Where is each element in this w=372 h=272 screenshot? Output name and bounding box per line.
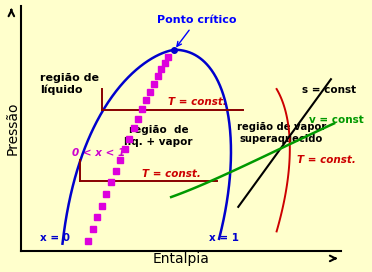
Text: T = const.: T = const. xyxy=(142,169,201,179)
Y-axis label: Pressão: Pressão xyxy=(6,101,20,155)
Text: T = const.: T = const. xyxy=(168,97,227,107)
Text: T = const.: T = const. xyxy=(297,155,356,165)
Text: s = const: s = const xyxy=(302,85,356,95)
Text: região  de
líq. + vapor: região de líq. + vapor xyxy=(124,125,193,147)
Text: v = const: v = const xyxy=(308,115,363,125)
X-axis label: Entalpia: Entalpia xyxy=(152,252,209,267)
Text: Ponto crítico: Ponto crítico xyxy=(157,15,237,46)
Text: 0 < x < 1: 0 < x < 1 xyxy=(72,148,125,158)
Text: x = 1: x = 1 xyxy=(209,233,240,243)
Text: região de vapor
superaquecido: região de vapor superaquecido xyxy=(237,122,326,144)
Text: região de
líquido: região de líquido xyxy=(40,73,99,95)
Text: x = 0: x = 0 xyxy=(40,233,70,243)
